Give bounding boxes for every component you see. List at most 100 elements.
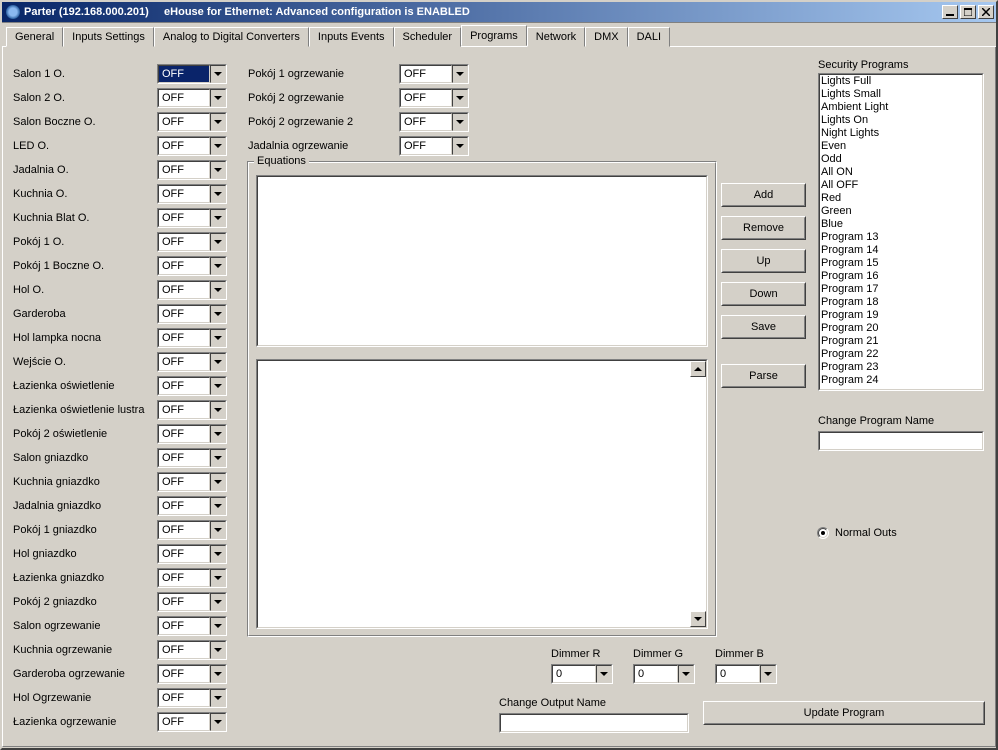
list-item[interactable]: All ON <box>821 166 981 179</box>
chevron-down-icon[interactable] <box>210 521 226 539</box>
chevron-down-icon[interactable] <box>210 377 226 395</box>
chevron-down-icon[interactable] <box>760 665 776 683</box>
tab-network[interactable]: Network <box>527 27 585 47</box>
equation-editor[interactable] <box>256 359 708 629</box>
tab-programs[interactable]: Programs <box>461 25 527 46</box>
output-combo[interactable]: OFF <box>399 64 469 84</box>
chevron-down-icon[interactable] <box>210 497 226 515</box>
output-combo[interactable]: OFF <box>157 616 227 636</box>
change-output-name-input[interactable] <box>499 713 689 733</box>
chevron-down-icon[interactable] <box>210 305 226 323</box>
output-combo[interactable]: OFF <box>157 88 227 108</box>
output-combo[interactable]: OFF <box>157 352 227 372</box>
dimmer-combo[interactable]: 0 <box>633 664 695 684</box>
output-combo[interactable]: OFF <box>157 712 227 732</box>
down-button[interactable]: Down <box>721 282 806 306</box>
scroll-down-icon[interactable] <box>690 611 706 627</box>
chevron-down-icon[interactable] <box>210 185 226 203</box>
chevron-down-icon[interactable] <box>210 89 226 107</box>
list-item[interactable]: Ambient Light <box>821 101 981 114</box>
tab-inputs-settings[interactable]: Inputs Settings <box>63 27 154 47</box>
maximize-button[interactable] <box>960 5 976 19</box>
remove-button[interactable]: Remove <box>721 216 806 240</box>
tab-inputs-events[interactable]: Inputs Events <box>309 27 394 47</box>
tab-dmx[interactable]: DMX <box>585 27 627 47</box>
list-item[interactable]: Program 22 <box>821 348 981 361</box>
list-item[interactable]: Lights Small <box>821 88 981 101</box>
output-combo[interactable]: OFF <box>157 640 227 660</box>
list-item[interactable]: Program 15 <box>821 257 981 270</box>
chevron-down-icon[interactable] <box>210 137 226 155</box>
list-item[interactable]: Program 18 <box>821 296 981 309</box>
list-item[interactable]: Blue <box>821 218 981 231</box>
chevron-down-icon[interactable] <box>210 593 226 611</box>
output-combo[interactable]: OFF <box>157 232 227 252</box>
change-program-name-input[interactable] <box>818 431 984 451</box>
save-button[interactable]: Save <box>721 315 806 339</box>
output-combo[interactable]: OFF <box>157 424 227 444</box>
output-combo[interactable]: OFF <box>399 112 469 132</box>
output-combo[interactable]: OFF <box>157 688 227 708</box>
output-combo[interactable]: OFF <box>157 520 227 540</box>
output-combo[interactable]: OFF <box>157 112 227 132</box>
parse-button[interactable]: Parse <box>721 364 806 388</box>
up-button[interactable]: Up <box>721 249 806 273</box>
list-item[interactable]: Green <box>821 205 981 218</box>
update-program-button[interactable]: Update Program <box>703 701 985 725</box>
minimize-button[interactable] <box>942 5 958 19</box>
list-item[interactable]: Red <box>821 192 981 205</box>
chevron-down-icon[interactable] <box>210 329 226 347</box>
list-item[interactable]: Program 23 <box>821 361 981 374</box>
output-combo[interactable]: OFF <box>157 472 227 492</box>
tab-dali[interactable]: DALI <box>628 27 670 47</box>
chevron-down-icon[interactable] <box>210 161 226 179</box>
dimmer-combo[interactable]: 0 <box>551 664 613 684</box>
chevron-down-icon[interactable] <box>210 473 226 491</box>
tab-analog-to-digital-converters[interactable]: Analog to Digital Converters <box>154 27 309 47</box>
output-combo[interactable]: OFF <box>157 448 227 468</box>
add-button[interactable]: Add <box>721 183 806 207</box>
output-combo[interactable]: OFF <box>157 664 227 684</box>
output-combo[interactable]: OFF <box>399 136 469 156</box>
chevron-down-icon[interactable] <box>210 449 226 467</box>
list-item[interactable]: Even <box>821 140 981 153</box>
output-combo[interactable]: OFF <box>157 304 227 324</box>
output-combo[interactable]: OFF <box>157 160 227 180</box>
output-combo[interactable]: OFF <box>157 328 227 348</box>
chevron-down-icon[interactable] <box>596 665 612 683</box>
scroll-up-icon[interactable] <box>690 361 706 377</box>
chevron-down-icon[interactable] <box>452 137 468 155</box>
output-combo[interactable]: OFF <box>157 376 227 396</box>
chevron-down-icon[interactable] <box>210 281 226 299</box>
list-item[interactable]: Program 16 <box>821 270 981 283</box>
chevron-down-icon[interactable] <box>210 209 226 227</box>
dimmer-combo[interactable]: 0 <box>715 664 777 684</box>
list-item[interactable]: Odd <box>821 153 981 166</box>
output-combo[interactable]: OFF <box>399 88 469 108</box>
chevron-down-icon[interactable] <box>210 569 226 587</box>
list-item[interactable]: Lights On <box>821 114 981 127</box>
list-item[interactable]: Program 20 <box>821 322 981 335</box>
chevron-down-icon[interactable] <box>210 65 226 83</box>
list-item[interactable]: Lights Full <box>821 75 981 88</box>
output-combo[interactable]: OFF <box>157 184 227 204</box>
chevron-down-icon[interactable] <box>452 89 468 107</box>
chevron-down-icon[interactable] <box>210 713 226 731</box>
list-item[interactable]: Program 19 <box>821 309 981 322</box>
chevron-down-icon[interactable] <box>452 113 468 131</box>
output-combo[interactable]: OFF <box>157 280 227 300</box>
list-item[interactable]: All OFF <box>821 179 981 192</box>
chevron-down-icon[interactable] <box>210 689 226 707</box>
chevron-down-icon[interactable] <box>210 257 226 275</box>
output-combo[interactable]: OFF <box>157 136 227 156</box>
close-button[interactable] <box>978 5 994 19</box>
tab-general[interactable]: General <box>6 27 63 47</box>
chevron-down-icon[interactable] <box>210 353 226 371</box>
chevron-down-icon[interactable] <box>210 617 226 635</box>
chevron-down-icon[interactable] <box>210 545 226 563</box>
chevron-down-icon[interactable] <box>210 233 226 251</box>
list-item[interactable]: Program 24 <box>821 374 981 387</box>
list-item[interactable]: Program 17 <box>821 283 981 296</box>
output-combo[interactable]: OFF <box>157 64 227 84</box>
chevron-down-icon[interactable] <box>210 641 226 659</box>
